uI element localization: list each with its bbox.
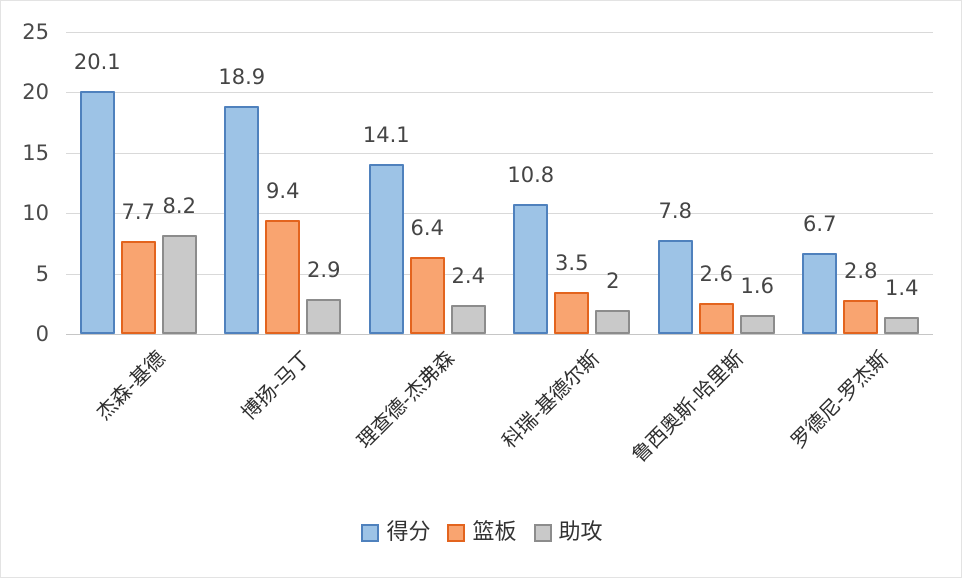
value-label-助攻-1: 8.2: [162, 193, 196, 218]
value-label-助攻-4: 2: [606, 268, 620, 293]
x-category-label-2: 博扬-马丁: [236, 346, 315, 425]
value-label-得分-3: 14.1: [362, 122, 410, 147]
value-label-篮板-5: 2.6: [699, 261, 733, 286]
bar-得分-2: [224, 105, 260, 334]
bar-助攻-3: [450, 305, 486, 334]
legend-label: 篮板: [472, 520, 517, 545]
bar-篮板-4: [554, 291, 590, 334]
bar-助攻-1: [161, 234, 197, 334]
legend-item-1: 得分: [361, 520, 430, 546]
value-label-得分-6: 6.7: [803, 212, 837, 237]
bar-得分-4: [513, 203, 549, 334]
legend-item-2: 篮板: [447, 520, 517, 546]
value-label-助攻-5: 1.6: [740, 273, 774, 298]
legend-swatch-icon: [447, 524, 466, 542]
legend-swatch-icon: [533, 524, 552, 542]
bar-篮板-1: [120, 240, 156, 334]
bar-篮板-5: [698, 302, 734, 334]
gridline-y-20: [66, 92, 933, 94]
y-tick-label-5: 5: [35, 261, 49, 286]
value-label-助攻-6: 1.4: [885, 276, 919, 301]
bar-篮板-2: [265, 220, 301, 334]
value-label-篮板-2: 9.4: [266, 179, 300, 204]
value-label-篮板-6: 2.8: [844, 259, 878, 284]
legend-item-3: 助攻: [533, 520, 603, 546]
legend-swatch-icon: [361, 524, 380, 542]
value-label-得分-4: 10.8: [507, 162, 555, 187]
value-label-篮板-4: 3.5: [555, 250, 589, 275]
x-category-label-5: 鲁西奥斯-哈里斯: [627, 346, 749, 468]
bar-助攻-6: [884, 317, 920, 334]
bar-得分-5: [657, 239, 693, 334]
legend-label: 助攻: [558, 520, 603, 545]
value-label-得分-1: 20.1: [73, 50, 121, 75]
gridline-y-5: [66, 273, 933, 275]
bar-得分-1: [79, 91, 115, 334]
bar-助攻-4: [595, 309, 631, 334]
y-tick-label-20: 20: [22, 80, 49, 105]
gridline-y-0: [66, 334, 933, 335]
gridline-y-10: [66, 213, 933, 215]
gridline-y-25: [66, 32, 933, 33]
value-label-篮板-1: 7.7: [121, 199, 155, 224]
y-tick-label-0: 0: [35, 322, 49, 346]
y-tick-label-10: 10: [22, 201, 49, 226]
bar-得分-6: [802, 253, 838, 334]
bar-助攻-5: [739, 314, 775, 334]
x-category-label-4: 科瑞-基德尔斯: [496, 346, 604, 453]
x-category-label-1: 杰森-基德: [91, 346, 171, 425]
bar-篮板-6: [843, 300, 879, 334]
x-category-label-3: 理查德-杰弗森: [352, 346, 460, 453]
y-tick-label-25: 25: [22, 20, 49, 44]
bar-助攻-2: [306, 298, 342, 334]
x-category-label-6: 罗德尼-罗杰斯: [785, 346, 893, 453]
value-label-得分-5: 7.8: [658, 198, 692, 223]
y-tick-label-15: 15: [22, 140, 49, 165]
gridline-y-15: [66, 152, 933, 154]
legend-label: 得分: [386, 520, 431, 545]
value-label-篮板-3: 6.4: [410, 215, 444, 240]
bar-篮板-3: [409, 256, 445, 334]
value-label-得分-2: 18.9: [218, 64, 266, 89]
value-label-助攻-2: 2.9: [307, 257, 341, 282]
legend: 得分 篮板 助攻: [1, 520, 961, 546]
bar-得分-3: [368, 163, 404, 334]
value-label-助攻-3: 2.4: [451, 264, 485, 288]
